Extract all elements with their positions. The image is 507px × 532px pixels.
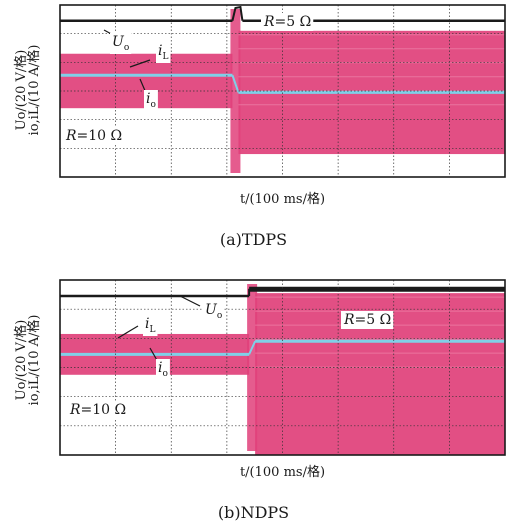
plot-frame — [59, 279, 506, 456]
annotation-io: io — [146, 91, 156, 110]
y-axis-label-a: Uo/(20 V/格) io,iL/(10 A/格) — [2, 2, 54, 178]
annotation-uo: Uo — [205, 302, 222, 321]
annotation-uo: Uo — [112, 34, 129, 53]
oscilloscope-plot-a: R=5 Ω R=10 Ω Uo iL io — [59, 4, 506, 178]
annotation-r10: R=10 Ω — [69, 402, 126, 418]
annotation-bg — [67, 401, 129, 419]
y-axis-label-line2-a: io,iL/(10 A/格) — [27, 44, 42, 136]
x-axis-label-a: t/(100 ms/格) — [239, 192, 326, 207]
annotation-bg — [156, 359, 170, 380]
plot-frame — [59, 4, 506, 178]
Uo-overshoot — [231, 5, 244, 21]
annotation-io: io — [158, 360, 168, 379]
Uo-trace-after — [249, 286, 505, 292]
annotation-bg — [110, 33, 132, 54]
annotation-bg — [63, 127, 125, 145]
annotation-bg — [143, 315, 158, 336]
annotation-il: iL — [145, 316, 155, 335]
annotation-leader — [129, 59, 151, 68]
annotation-leader — [179, 295, 201, 307]
annotation-leader — [117, 325, 139, 339]
caption-b: (b)NDPS — [217, 503, 290, 522]
annotation-il: iL — [158, 43, 168, 62]
caption-a: (a)TDPS — [219, 230, 288, 249]
x-axis-label-b: t/(100 ms/格) — [239, 465, 326, 480]
io-trace-step — [231, 74, 240, 93]
annotation-bg — [341, 311, 394, 329]
annotation-bg — [144, 90, 158, 111]
annotation-bg — [156, 42, 171, 63]
iL-transient — [247, 284, 258, 451]
io-trace-step — [248, 340, 257, 355]
chart-panel-a: R=5 Ω R=10 Ω Uo iL io Uo/(20 V/格) io,iL/(10 … — [0, 0, 507, 260]
annotation-bg — [261, 13, 314, 31]
y-axis-label-line2-b: io,iL/(10 A/格) — [27, 314, 42, 406]
chart-panel-b: R=5 Ω R=10 Ω Uo iL io Uo/(20 V/格) io,iL/(10 … — [0, 266, 507, 532]
oscilloscope-plot-b: R=5 Ω R=10 Ω Uo iL io — [59, 279, 506, 456]
annotation-r5: R=5 Ω — [263, 14, 311, 30]
annotation-r10: R=10 Ω — [65, 128, 122, 144]
annotation-r5: R=5 Ω — [343, 312, 391, 328]
annotation-bg — [203, 301, 225, 322]
y-axis-label-b: Uo/(20 V/格) io,iL/(10 A/格) — [2, 272, 54, 448]
